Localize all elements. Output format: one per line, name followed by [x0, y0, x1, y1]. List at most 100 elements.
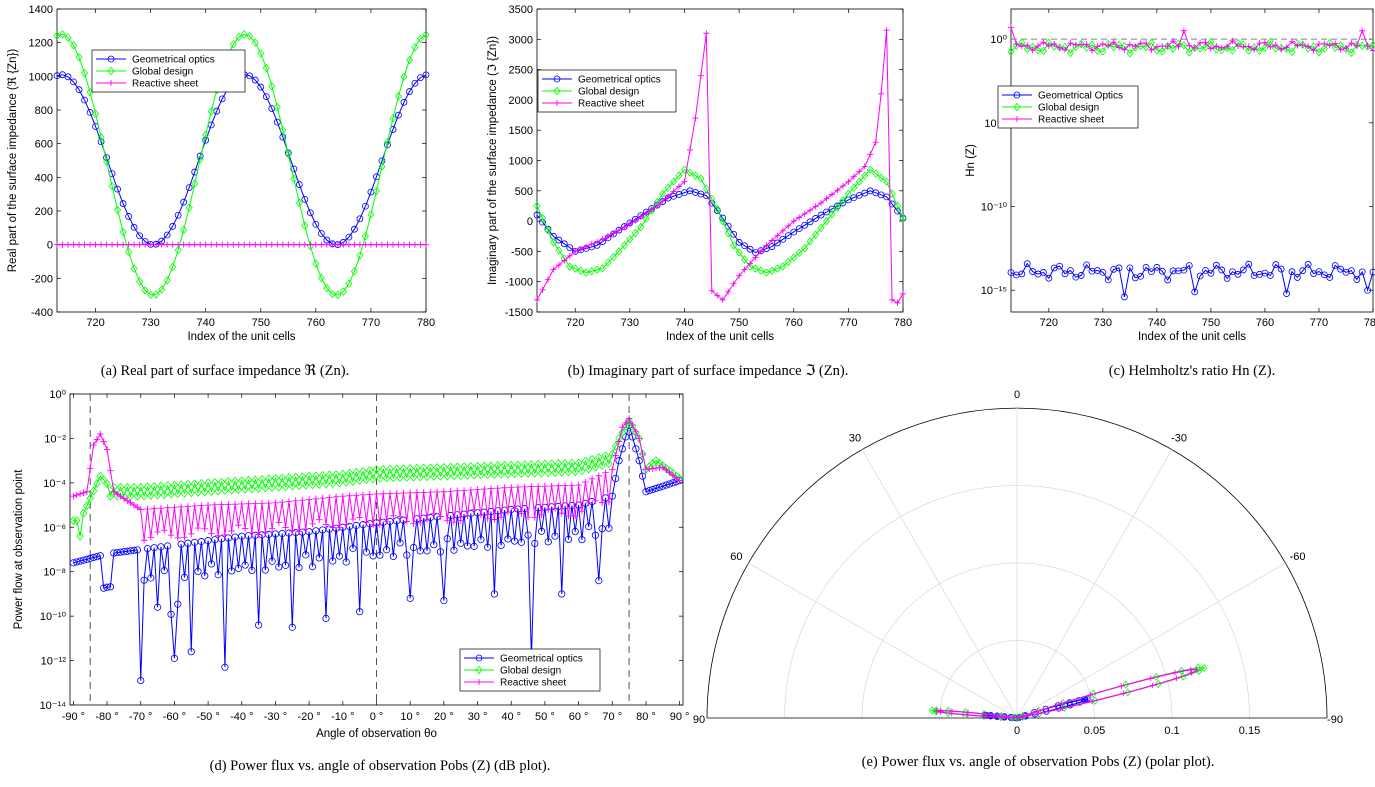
- data-point: [666, 469, 673, 476]
- data-point: [345, 468, 354, 478]
- data-point: [411, 241, 418, 248]
- x-tick-label: 30 °: [468, 711, 488, 723]
- data-point: [594, 238, 601, 245]
- data-point: [497, 541, 505, 550]
- data-point: [622, 419, 629, 427]
- y-tick-label: 10⁻¹²: [41, 656, 67, 668]
- data-point: [527, 459, 536, 469]
- data-point: [160, 567, 168, 575]
- data-point: [1266, 272, 1274, 279]
- data-point: [119, 200, 127, 207]
- data-point: [454, 487, 461, 495]
- data-point: [1132, 43, 1139, 50]
- data-point: [198, 502, 205, 509]
- data-point: [141, 286, 149, 295]
- data-point: [1347, 48, 1355, 57]
- data-point: [1288, 268, 1296, 276]
- data-point: [592, 497, 599, 505]
- series-line: [73, 419, 680, 537]
- data-point: [1321, 40, 1328, 47]
- data-point: [894, 201, 902, 211]
- data-point: [779, 227, 786, 234]
- caption: (c) Helmholtz's ratio Hn (Z).: [1109, 363, 1276, 379]
- data-point: [86, 108, 94, 116]
- data-point: [217, 477, 226, 487]
- data-point: [480, 461, 489, 471]
- data-point: [224, 241, 231, 248]
- polar-grid-spoke: [1016, 562, 1286, 719]
- x-tick-label: 770: [1310, 317, 1328, 329]
- y-tick-label: 10⁻¹⁵: [981, 285, 1007, 297]
- data-point: [334, 290, 342, 300]
- data-point: [812, 230, 820, 239]
- y-tick-label: 1200: [29, 38, 53, 50]
- data-point: [339, 492, 347, 500]
- data-point: [1348, 40, 1355, 47]
- data-point: [366, 491, 373, 498]
- data-point: [302, 525, 309, 533]
- data-point: [164, 542, 172, 550]
- y-tick-label: 3000: [509, 34, 533, 46]
- data-point: [335, 552, 344, 560]
- data-point: [417, 74, 424, 81]
- data-point: [1207, 37, 1215, 47]
- data-point: [508, 484, 515, 491]
- data-point: [299, 496, 306, 504]
- series-reactive-sheet: [1008, 24, 1375, 54]
- data-point: [636, 435, 643, 442]
- data-point: [81, 241, 88, 248]
- series-line: [56, 33, 427, 296]
- data-point: [1089, 47, 1096, 54]
- data-point: [254, 483, 263, 493]
- polar-grid-spoke: [748, 562, 1018, 719]
- data-point: [823, 195, 830, 202]
- data-point: [208, 241, 215, 248]
- data-point: [544, 276, 551, 283]
- data-point: [625, 416, 633, 426]
- data-point: [410, 520, 417, 527]
- data-point: [147, 290, 155, 299]
- data-point: [234, 564, 243, 572]
- data-point: [120, 241, 127, 248]
- x-tick-label: 730: [141, 317, 159, 329]
- data-point: [356, 251, 364, 260]
- data-point: [356, 608, 364, 616]
- data-point: [89, 486, 98, 496]
- data-point: [533, 211, 541, 219]
- data-point: [961, 710, 969, 719]
- data-point: [774, 232, 781, 239]
- data-point: [1110, 42, 1118, 52]
- data-point: [790, 253, 798, 262]
- data-point: [383, 546, 391, 554]
- data-point: [1188, 666, 1194, 673]
- data-point: [1089, 698, 1095, 705]
- y-tick-label: 2000: [509, 95, 533, 107]
- data-point: [1188, 670, 1195, 676]
- data-point: [637, 222, 645, 232]
- data-point: [1122, 680, 1130, 689]
- data-point: [752, 254, 759, 261]
- y-tick-label: 1400: [29, 4, 53, 16]
- data-point: [362, 241, 369, 248]
- data-point: [692, 115, 699, 122]
- legend-label: Global design: [1038, 103, 1099, 114]
- data-point: [491, 516, 498, 523]
- data-point: [1164, 276, 1172, 284]
- data-point: [323, 241, 330, 248]
- data-point: [123, 547, 131, 555]
- data-point: [163, 231, 171, 239]
- data-point: [329, 241, 336, 248]
- data-point: [639, 450, 646, 458]
- data-point: [1116, 44, 1123, 51]
- data-point: [850, 183, 858, 192]
- data-point: [221, 486, 229, 496]
- y-axis-label: Hn (Z): [965, 144, 977, 177]
- data-point: [1256, 46, 1264, 56]
- data-point: [933, 708, 940, 714]
- y-tick-label: 3500: [509, 4, 533, 16]
- data-point: [238, 500, 245, 508]
- data-point: [133, 491, 142, 501]
- data-point: [1024, 42, 1031, 49]
- data-point: [591, 462, 600, 472]
- data-point: [1059, 705, 1066, 712]
